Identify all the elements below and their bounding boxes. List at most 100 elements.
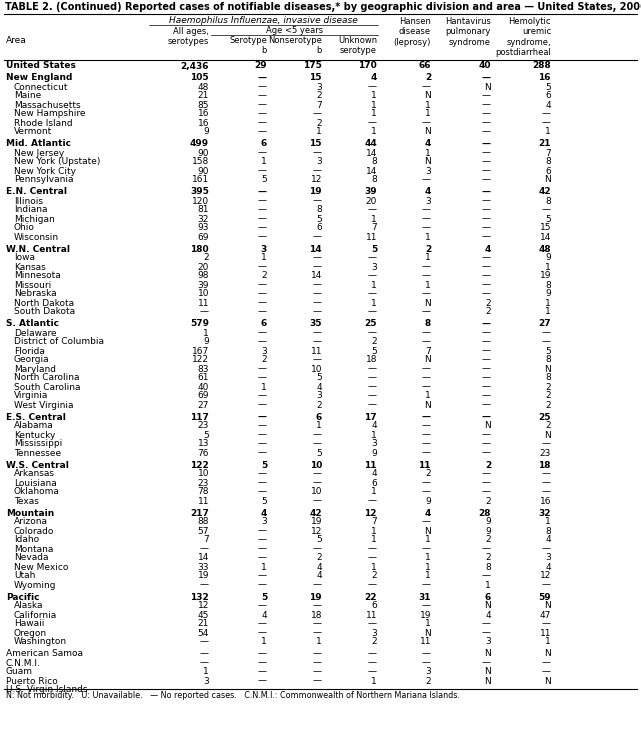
- Text: 4: 4: [545, 100, 551, 110]
- Text: 3: 3: [262, 346, 267, 356]
- Text: Delaware: Delaware: [14, 329, 56, 337]
- Text: N: N: [424, 127, 431, 136]
- Text: 3: 3: [545, 553, 551, 562]
- Text: —: —: [368, 553, 377, 562]
- Text: District of Columbia: District of Columbia: [14, 337, 104, 346]
- Text: 4: 4: [424, 509, 431, 518]
- Text: —: —: [422, 383, 431, 392]
- Text: Pennsylvania: Pennsylvania: [14, 176, 74, 184]
- Text: 66: 66: [419, 61, 431, 70]
- Text: 61: 61: [197, 373, 209, 383]
- Text: 1: 1: [262, 157, 267, 166]
- Text: —: —: [482, 233, 491, 242]
- Text: 3: 3: [316, 392, 322, 400]
- Text: —: —: [313, 439, 322, 449]
- Text: —: —: [368, 392, 377, 400]
- Text: 2: 2: [485, 496, 491, 506]
- Text: 2: 2: [545, 383, 551, 392]
- Text: 14: 14: [197, 553, 209, 562]
- Text: —: —: [422, 263, 431, 272]
- Text: 1: 1: [425, 253, 431, 263]
- Text: 120: 120: [192, 196, 209, 206]
- Text: Maine: Maine: [14, 92, 41, 100]
- Text: New England: New England: [6, 73, 72, 83]
- Text: —: —: [258, 392, 267, 400]
- Text: —: —: [368, 365, 377, 373]
- Text: 5: 5: [316, 536, 322, 545]
- Text: 3: 3: [203, 676, 209, 685]
- Text: 158: 158: [192, 157, 209, 166]
- Text: —: —: [258, 299, 267, 307]
- Text: 8: 8: [371, 176, 377, 184]
- Text: —: —: [482, 383, 491, 392]
- Text: 23: 23: [197, 479, 209, 488]
- Text: —: —: [542, 619, 551, 629]
- Text: Idaho: Idaho: [14, 536, 39, 545]
- Text: 9: 9: [371, 449, 377, 458]
- Text: 12: 12: [540, 572, 551, 580]
- Text: 9: 9: [545, 289, 551, 299]
- Text: 11: 11: [197, 299, 209, 307]
- Text: —: —: [482, 449, 491, 458]
- Text: —: —: [482, 176, 491, 184]
- Text: —: —: [313, 196, 322, 206]
- Text: —: —: [368, 580, 377, 589]
- Text: —: —: [313, 337, 322, 346]
- Text: —: —: [482, 253, 491, 263]
- Text: —: —: [258, 233, 267, 242]
- Text: 18: 18: [538, 460, 551, 469]
- Text: 27: 27: [197, 400, 209, 409]
- Text: 6: 6: [545, 92, 551, 100]
- Text: New York (Upstate): New York (Upstate): [14, 157, 101, 166]
- Text: 3: 3: [425, 166, 431, 176]
- Text: Kentucky: Kentucky: [14, 430, 55, 439]
- Text: 83: 83: [197, 365, 209, 373]
- Text: 42: 42: [538, 187, 551, 196]
- Text: —: —: [368, 373, 377, 383]
- Text: —: —: [258, 289, 267, 299]
- Text: 4: 4: [371, 469, 377, 479]
- Text: —: —: [482, 629, 491, 638]
- Text: 4: 4: [371, 422, 377, 430]
- Text: N: N: [544, 676, 551, 685]
- Text: 9: 9: [545, 253, 551, 263]
- Text: —: —: [482, 430, 491, 439]
- Text: —: —: [313, 289, 322, 299]
- Text: —: —: [482, 545, 491, 553]
- Text: 3: 3: [316, 83, 322, 92]
- Text: 1: 1: [425, 233, 431, 242]
- Text: —: —: [200, 659, 209, 668]
- Text: —: —: [422, 580, 431, 589]
- Text: 1: 1: [371, 526, 377, 536]
- Text: 2: 2: [371, 572, 377, 580]
- Text: —: —: [542, 110, 551, 119]
- Text: —: —: [313, 166, 322, 176]
- Text: 4: 4: [545, 536, 551, 545]
- Text: —: —: [482, 619, 491, 629]
- Text: 1: 1: [425, 572, 431, 580]
- Text: 5: 5: [316, 449, 322, 458]
- Text: —: —: [258, 629, 267, 638]
- Text: 19: 19: [197, 572, 209, 580]
- Text: 90: 90: [197, 149, 209, 157]
- Text: —: —: [258, 166, 267, 176]
- Text: —: —: [368, 329, 377, 337]
- Text: Utah: Utah: [14, 572, 35, 580]
- Text: 3: 3: [371, 263, 377, 272]
- Text: 2: 2: [317, 92, 322, 100]
- Text: —: —: [258, 649, 267, 659]
- Text: 40: 40: [197, 383, 209, 392]
- Text: All ages,
serotypes: All ages, serotypes: [168, 27, 209, 46]
- Text: —: —: [258, 373, 267, 383]
- Text: N: N: [484, 422, 491, 430]
- Text: —: —: [368, 400, 377, 409]
- Text: 7: 7: [425, 346, 431, 356]
- Text: 1: 1: [425, 562, 431, 572]
- Text: 4: 4: [262, 610, 267, 619]
- Text: 14: 14: [365, 166, 377, 176]
- Text: 117: 117: [190, 413, 209, 422]
- Text: Nonserotype
b: Nonserotype b: [268, 36, 322, 56]
- Text: 10: 10: [310, 365, 322, 373]
- Text: 8: 8: [545, 373, 551, 383]
- Text: 16: 16: [538, 73, 551, 83]
